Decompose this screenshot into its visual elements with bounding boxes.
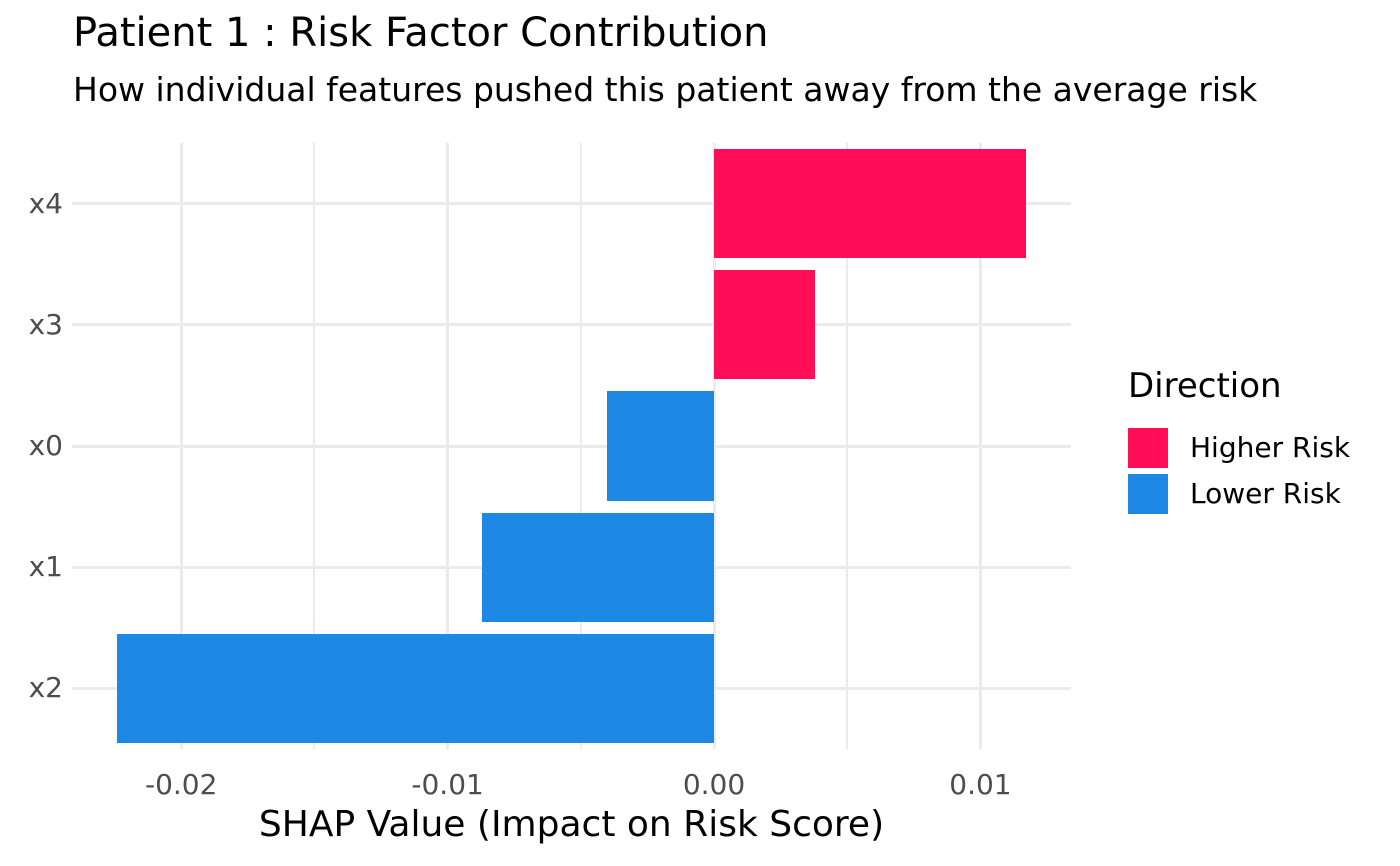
y-axis-label-x3: x3 [28,307,63,341]
x-tick-label--0.01: -0.01 [411,768,484,801]
bar-x1 [482,512,715,622]
plot-panel [72,143,1071,749]
bar-x4 [714,149,1026,259]
y-axis-label-x2: x2 [28,671,63,705]
gridline-major-horizontal [72,444,1071,448]
legend-item-label: Higher Risk [1190,431,1351,464]
legend-item-1: Lower Risk [1128,474,1350,514]
x-tick-label--0.02: -0.02 [144,768,218,801]
legend-item-label: Lower Risk [1190,477,1341,510]
chart-header: Patient 1 : Risk Factor Contribution How… [73,8,1400,110]
x-tick-label-0.00: 0.00 [682,768,746,801]
chart-title: Patient 1 : Risk Factor Contribution [73,10,769,56]
legend-swatch-1 [1128,474,1168,514]
legend-items: Higher Risk Lower Risk [1128,428,1350,514]
chart-subtitle: How individual features pushed this pati… [73,70,1258,109]
bar-x2 [117,633,715,743]
bar-x0 [607,391,714,501]
y-axis-labels: x4 x3 x0 x1 x2 [0,143,63,749]
legend: Direction Higher Risk Lower Risk [1128,366,1350,520]
legend-item-0: Higher Risk [1128,428,1350,468]
x-tick-label-0.01: 0.01 [949,768,1012,801]
y-axis-label-x4: x4 [28,186,63,220]
legend-swatch-0 [1128,428,1168,468]
x-axis-tick-labels: -0.02 -0.01 0.00 0.01 [72,768,1071,802]
y-axis-label-x0: x0 [28,429,63,462]
legend-title: Direction [1128,366,1282,406]
gridline-major-horizontal [72,323,1071,327]
gridline-major-horizontal [72,202,1071,206]
x-axis-title: SHAP Value (Impact on Risk Score) [258,804,885,845]
bar-x3 [714,270,816,380]
y-axis-label-x1: x1 [28,550,63,584]
